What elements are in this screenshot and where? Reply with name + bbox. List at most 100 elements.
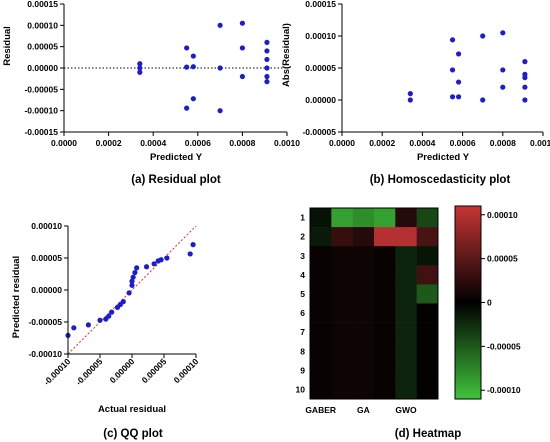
heatmap-cell [416,303,439,323]
b-data-point [522,59,528,65]
heatmap-cell [395,360,417,381]
a-data-point [264,79,270,85]
b-y-tick-label: 0.00010 [305,31,336,41]
panel-b-axes [341,4,543,133]
a-data-point [264,56,270,63]
b-y-tick-label: -0.00005 [302,127,336,137]
a-data-point [190,96,196,102]
b-data-point [522,84,528,90]
a-x-tick-label: 0.0008 [229,138,255,148]
heatmap-cell [310,322,332,342]
a-data-point [137,61,143,67]
b-data-point [480,33,486,39]
c-data-point [129,278,135,284]
heatmap-column-label: GWO [395,405,417,415]
heatmap-cell [374,303,396,323]
panel-c-axes [67,226,196,355]
heatmap-cell [331,379,353,400]
c-data-point [129,282,135,288]
heatmap-cell [374,227,396,247]
b-x-tick-label: 0.0008 [490,138,516,148]
heatmap-cell [310,208,332,228]
heatmap-cell [416,360,439,381]
c-y-tick-label: -0.00010 [28,349,62,359]
b-x-tick-label: 0.0000 [329,138,355,148]
panel-homoscedasticity-plot: Abs(Residual) 0.00015 0.00010 0.00005 0.000… [281,0,550,186]
c-data-point [130,274,136,280]
heatmap-cell [310,284,332,304]
heatmap-cell [395,379,417,400]
c-y-tick-label: 0.00010 [31,221,62,231]
heatmap-cell [352,227,375,247]
a-data-point [190,64,196,70]
heatmap-cell [310,341,332,362]
heatmap-cell [395,284,417,304]
panel-residual-plot: Residual 0.00015 0.00010 0.00005 0.00000 -0.… [2,0,300,186]
heatmap-cell [416,284,439,304]
panel-a-x-axis-label: Predicted Y [150,152,203,163]
c-x-tick-label: -0.00005 [74,356,105,387]
panel-b-caption: (b) Homoscedasticity plot [370,174,511,186]
panel-c-reference-line [67,225,197,355]
heatmap-row-label: 2 [300,232,305,242]
heatmap-cell [416,246,439,266]
heatmap-row-label: 5 [300,289,305,299]
a-y-tick-label: 0.00005 [27,42,58,52]
heatmap-cell [395,322,417,342]
b-x-tick-label: 0.0006 [450,138,476,148]
c-y-tick-label: -0.00005 [28,317,62,327]
heatmap-row-label: 4 [300,270,305,280]
b-data-point [522,75,528,81]
c-data-point [126,290,132,296]
c-x-tick-label: 0.00000 [108,356,137,385]
a-y-tick-label: 0.00010 [27,20,58,30]
heatmap-cell [331,284,353,304]
b-x-tick-label: 0.0002 [369,138,395,148]
c-data-point [134,265,140,271]
panel-a-axes [63,4,287,133]
heatmap-cell [352,360,375,381]
heatmap-cell [331,208,353,228]
heatmap-cell [374,360,396,381]
c-data-point [164,255,170,261]
b-data-point [455,79,462,85]
heatmap-cell [310,360,332,381]
c-y-tick-label: 0.00005 [31,253,62,263]
heatmap-cell [352,341,375,362]
panel-heatmap: 1 2 3 4 5 6 7 8 9 10 GABER GA GWO 0.00010 0.00005 0 -0… [296,205,521,440]
c-data-point [109,309,115,315]
heatmap-cell [374,379,396,400]
b-x-tick-label: 0.0004 [409,138,435,148]
heatmap-cell [395,208,417,228]
a-data-point [217,65,223,71]
heatmap-border [309,207,439,400]
panel-a-y-axis-label: Residual [2,26,13,66]
heatmap-row-label: 8 [300,346,305,356]
b-data-point [455,51,462,57]
heatmap-cell [352,322,375,342]
a-data-point [239,73,245,80]
a-x-tick-label: 0.0004 [140,138,166,148]
heatmap-cell [395,227,417,247]
heatmap-cell [374,341,396,362]
b-data-point [522,97,528,103]
heatmap-cell [310,303,332,323]
a-data-point [137,69,143,75]
b-data-point [480,97,486,103]
a-y-tick-label: -0.00010 [24,106,58,116]
heatmap-cell [374,284,396,304]
heatmap-column-label: GABER [305,405,336,415]
a-data-point [217,108,223,114]
heatmap-cell [374,246,396,266]
panel-c-x-axis-label: Actual residual [98,404,166,415]
heatmap-cell [310,379,332,400]
heatmap-cell [416,208,439,228]
colorbar-tick-label: -0.00010 [487,385,521,395]
b-x-tick-label: 0.0010 [530,138,550,148]
panel-d-caption: (d) Heatmap [395,428,461,440]
c-x-tick-label: -0.00010 [42,356,73,387]
heatmap-cell [374,265,396,285]
heatmap-cell [352,284,375,304]
b-data-point [407,91,413,97]
